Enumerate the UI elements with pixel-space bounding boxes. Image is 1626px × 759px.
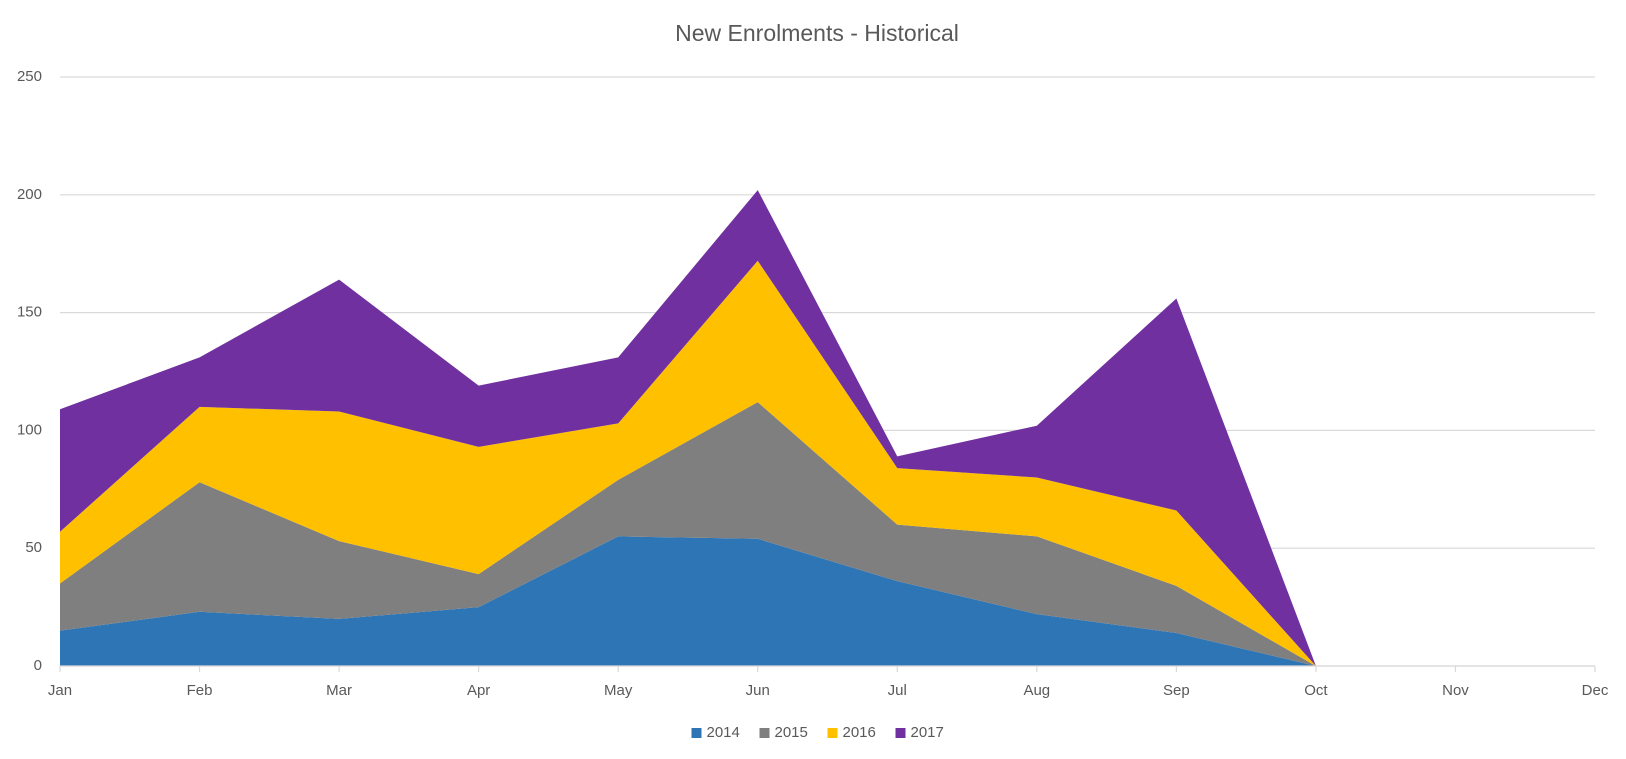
chart-title: New Enrolments - Historical [675, 20, 959, 46]
x-tick-label: Jul [888, 682, 907, 699]
legend-label: 2016 [843, 724, 876, 741]
x-tick-label: Jan [48, 682, 72, 699]
x-tick-label: Oct [1304, 682, 1328, 699]
x-tick-label: May [604, 682, 633, 699]
x-tick-label: Sep [1163, 682, 1190, 699]
x-tick-label: Apr [467, 682, 490, 699]
legend-swatch [827, 728, 838, 738]
legend-label: 2015 [775, 724, 808, 741]
x-tick-label: Mar [326, 682, 352, 699]
legend-item: 2014 [691, 724, 740, 741]
y-tick-label: 100 [17, 421, 42, 438]
legend-item: 2016 [827, 724, 876, 741]
y-tick-label: 250 [17, 68, 42, 85]
area [60, 260, 1316, 666]
y-tick-label: 50 [25, 539, 42, 556]
x-tick-label: Dec [1582, 682, 1609, 699]
x-tick-label: Aug [1023, 682, 1050, 699]
x-tick-label: Nov [1442, 682, 1469, 699]
legend-label: 2014 [707, 724, 740, 741]
legend-swatch [691, 728, 702, 738]
legend-item: 2015 [759, 724, 808, 741]
legend-swatch [759, 728, 770, 738]
legend-swatch [895, 728, 906, 738]
y-tick-label: 200 [17, 186, 42, 203]
area [60, 536, 1316, 666]
x-tick-label: Feb [187, 682, 213, 699]
y-tick-label: 0 [34, 657, 42, 674]
legend-label: 2017 [911, 724, 944, 741]
legend-item: 2017 [895, 724, 944, 741]
y-tick-label: 150 [17, 304, 42, 321]
area [60, 190, 1316, 666]
x-tick-label: Jun [746, 682, 770, 699]
area [60, 402, 1316, 666]
